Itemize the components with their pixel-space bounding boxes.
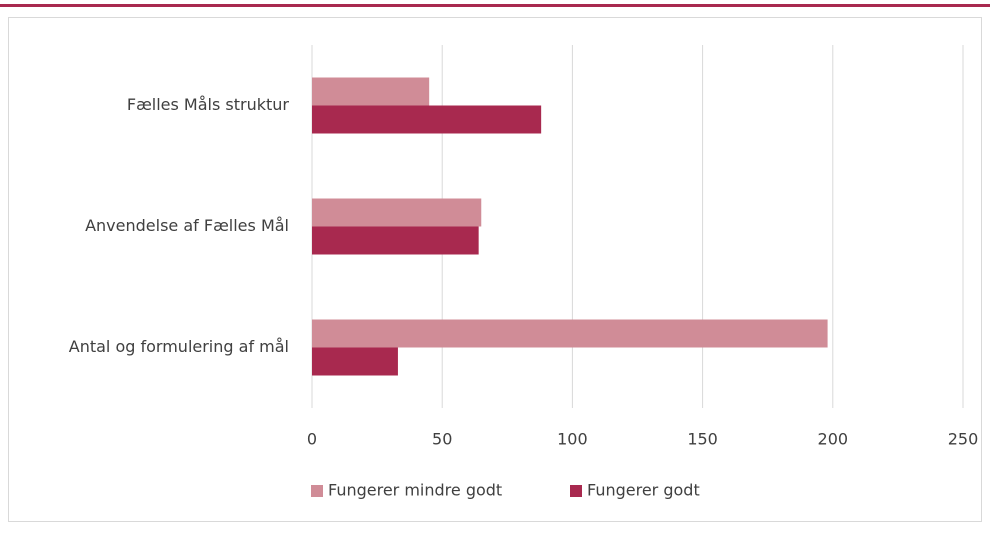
top-rule bbox=[0, 4, 990, 7]
x-tick-label: 150 bbox=[687, 430, 718, 449]
bar bbox=[312, 105, 542, 134]
bar bbox=[312, 226, 479, 255]
legend-swatch bbox=[311, 485, 323, 497]
y-tick-label: Antal og formulering af mål bbox=[69, 337, 289, 356]
legend-swatch bbox=[570, 485, 582, 497]
bar bbox=[312, 77, 430, 106]
x-tick-label: 200 bbox=[818, 430, 849, 449]
legend-label: Fungerer mindre godt bbox=[328, 481, 502, 500]
bar bbox=[312, 319, 828, 348]
x-tick-label: 0 bbox=[307, 430, 317, 449]
bar bbox=[312, 198, 482, 227]
x-tick-label: 250 bbox=[948, 430, 979, 449]
y-tick-label: Anvendelse af Fælles Mål bbox=[85, 216, 289, 235]
x-tick-label: 50 bbox=[432, 430, 452, 449]
bar bbox=[312, 347, 398, 376]
legend-label: Fungerer godt bbox=[587, 481, 700, 500]
y-tick-label: Fælles Måls struktur bbox=[127, 95, 290, 114]
chart-border bbox=[8, 17, 982, 522]
x-tick-label: 100 bbox=[557, 430, 588, 449]
